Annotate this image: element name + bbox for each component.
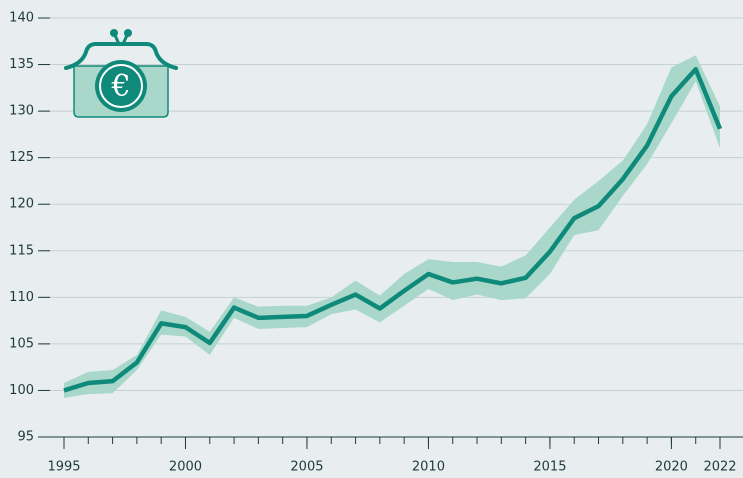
y-tick-label: 95 [17, 430, 34, 445]
x-tick-label: 2005 [290, 460, 323, 475]
y-tick-label: 135 [9, 57, 34, 72]
y-tick-label: 140 [9, 11, 34, 26]
uncertainty-band [64, 55, 720, 398]
x-tick-label: 2022 [703, 460, 736, 475]
x-tick-label: 2015 [533, 460, 566, 475]
y-tick-label: 130 [9, 104, 34, 119]
x-tick-label: 2000 [169, 460, 202, 475]
y-tick-label: 125 [9, 150, 34, 165]
y-tick-label: 100 [9, 383, 34, 398]
icon-symbol: € [110, 69, 130, 104]
x-tick-label: 2020 [655, 460, 688, 475]
x-tick-label: 1995 [47, 460, 80, 475]
y-tick-label: 120 [9, 197, 34, 212]
purse-icon: € [64, 29, 178, 118]
x-tick-label: 2010 [412, 460, 445, 475]
y-tick-label: 115 [9, 243, 34, 258]
line [63, 66, 723, 393]
y-tick-label: 110 [9, 290, 34, 305]
y-tick-label: 105 [9, 336, 34, 351]
